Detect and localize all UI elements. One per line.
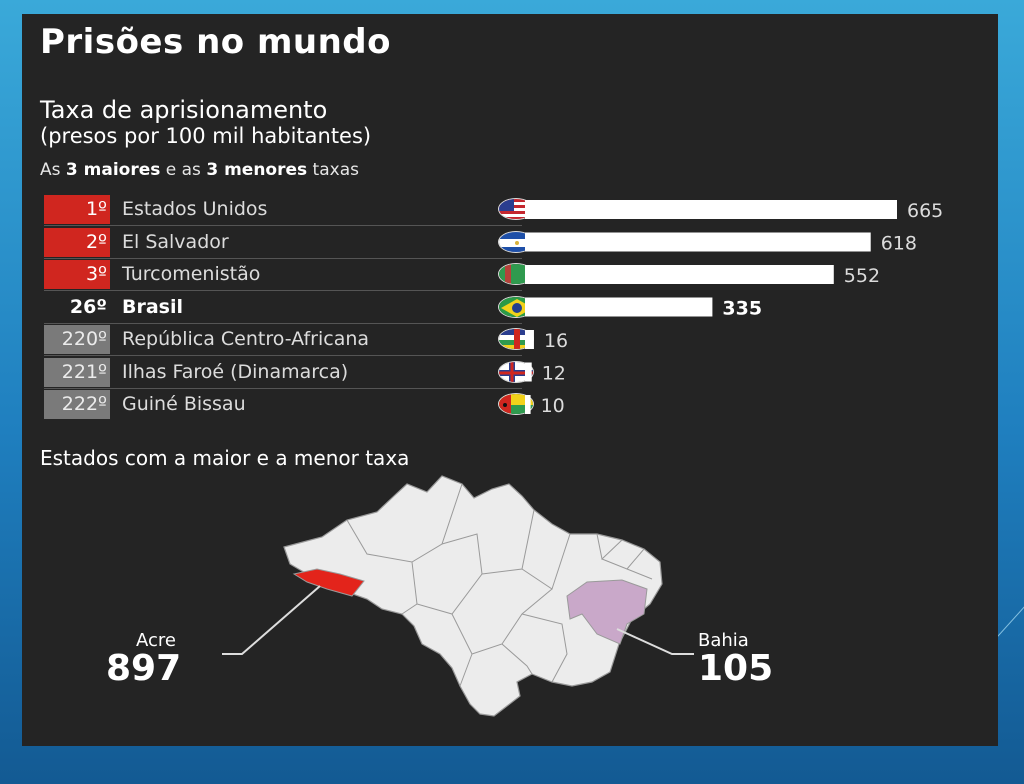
table-row: 2º El Salvador [44,227,534,259]
bar-7 [525,395,531,414]
data-label: 552 [844,265,880,287]
rank-label: 221º [44,357,110,387]
country-name: Ilhas Faroé (Dinamarca) [122,360,349,383]
acre-value: 897 [106,648,182,689]
table-row: 222º Guiné Bissau [44,389,534,420]
rank-label: 220º [44,325,110,354]
rank-label: 2º [44,227,110,257]
el-salvador-flag-icon [498,230,534,253]
data-label: 618 [881,233,917,255]
chart-subtitle: Taxa de aprisionamento [40,96,328,124]
acre-label: Acre [136,630,176,651]
rank-label: 222º [44,390,110,419]
bahia-value: 105 [698,648,774,689]
data-label: 16 [544,330,568,352]
bar-1 [525,200,897,219]
infographic-panel: Prisões no mundo Taxa de aprisionamento … [22,14,998,746]
bar-6 [525,362,532,382]
table-row: 220º República Centro-Africana [44,324,534,356]
country-name: Brasil [122,295,184,318]
page-title: Prisões no mundo [40,22,392,62]
table-row: 1º Estados Unidos [44,194,534,226]
rank-label: 3º [44,260,110,289]
brazil-outline [283,475,663,717]
data-label: 335 [722,298,762,320]
data-label: 12 [542,363,566,385]
table-row: 3º Turcomenistão [44,259,534,291]
country-name: El Salvador [122,230,229,253]
table-row: 221º Ilhas Faroé (Dinamarca) [44,357,534,389]
bahia-state [566,579,648,645]
chart-note: As 3 maiores e as 3 menores taxas [40,160,359,180]
map-title: Estados com a maior e a menor taxa [40,446,410,470]
bar-5 [525,330,534,349]
bar-3 [525,265,834,284]
chart-unit: (presos por 100 mil habitantes) [40,124,372,148]
data-label: 10 [541,395,565,417]
guinea-bissau-flag-icon [498,393,534,415]
country-name: República Centro-Africana [122,328,370,350]
bar-4 [525,297,713,317]
rank-label: 26º [69,295,107,318]
country-name: Guiné Bissau [122,393,246,415]
country-name: Estados Unidos [122,198,268,220]
rank-label: 1º [44,195,110,224]
bar-2 [525,232,871,252]
acre-state [292,568,365,597]
data-label: 665 [907,200,943,222]
bahia-label: Bahia [698,630,749,651]
country-name: Turcomenistão [122,263,261,285]
faroe-flag-icon [498,360,534,383]
